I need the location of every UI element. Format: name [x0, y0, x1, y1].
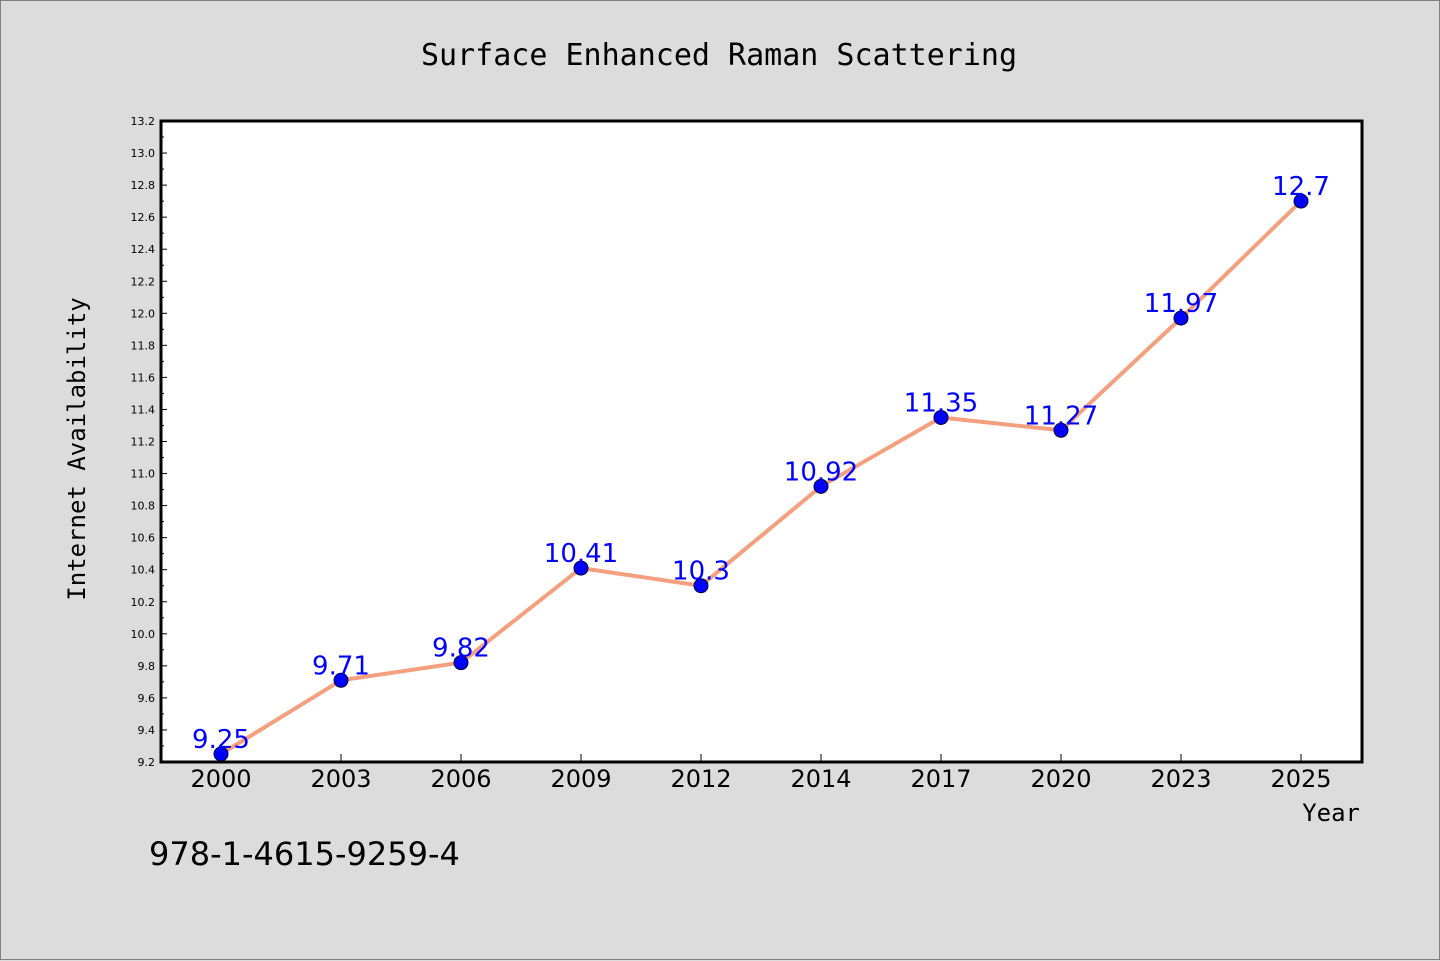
data-label: 9.82: [432, 634, 490, 664]
y-tick-label: 10.2: [131, 596, 156, 609]
y-tick-label: 10.0: [131, 628, 156, 641]
y-axis-ticks: 9.2 9.4 9.6 9.8 10.0 10.2 10.4 10.6 10.8 11.0 11.2…: [131, 115, 167, 769]
y-tick-label: 12.2: [131, 275, 156, 288]
data-point: [813, 478, 829, 494]
y-tick-label: 9.6: [138, 692, 156, 705]
data-point: [213, 746, 229, 762]
data-point: [1173, 310, 1189, 326]
y-tick-label: 12.0: [131, 307, 156, 320]
x-tick-label: 2014: [790, 765, 851, 793]
y-tick-label: 9.2: [138, 756, 156, 769]
data-label: 10.41: [544, 539, 618, 569]
x-tick-label: 2023: [1150, 765, 1211, 793]
series-polyline: [219, 199, 1303, 756]
y-tick-label: 11.6: [131, 371, 156, 384]
y-tick-label: 9.8: [138, 660, 156, 673]
y-tick-label: 9.4: [138, 724, 156, 737]
x-axis-ticks: 2000 2003 2006 2009 2012 2014 2017 2020 2023 2025: [190, 754, 1332, 793]
data-point: [573, 560, 589, 576]
x-tick-label: 2025: [1270, 765, 1331, 793]
isbn-caption: 978-1-4615-9259-4: [149, 835, 460, 873]
y-tick-label: 12.6: [131, 211, 156, 224]
x-tick-label: 2000: [190, 765, 251, 793]
chart-title: Surface Enhanced Raman Scattering: [421, 38, 1017, 73]
y-tick-label: 11.2: [131, 436, 156, 449]
y-tick-label: 12.4: [131, 243, 156, 256]
data-point: [453, 655, 469, 671]
y-tick-label: 11.0: [131, 468, 156, 481]
data-point: [333, 672, 349, 688]
y-tick-label: 10.8: [131, 500, 156, 513]
data-point: [933, 409, 949, 425]
y-tick-label: 13.0: [131, 147, 156, 160]
x-tick-label: 2020: [1030, 765, 1091, 793]
data-label: 11.97: [1144, 289, 1218, 319]
y-tick-label: 11.8: [131, 339, 156, 352]
data-labels: 9.25 9.71 9.82 10.41 10.3 10.92 11.35 11.27 11.9…: [192, 172, 1330, 755]
x-axis-label: Year: [1302, 799, 1360, 827]
data-label: 9.25: [192, 725, 250, 755]
plot-area: [159, 119, 1364, 764]
data-label: 12.7: [1272, 172, 1330, 202]
x-tick-label: 2017: [910, 765, 971, 793]
y-tick-label: 10.6: [131, 532, 156, 545]
data-point: [693, 578, 709, 594]
data-point: [1053, 422, 1069, 438]
y-tick-label: 10.4: [131, 564, 156, 577]
y-tick-label: 11.4: [131, 403, 156, 416]
data-label: 10.3: [672, 557, 730, 587]
series-line: [213, 193, 1309, 762]
x-tick-label: 2006: [430, 765, 491, 793]
data-label: 11.27: [1024, 401, 1098, 431]
data-label: 10.92: [784, 457, 858, 487]
y-axis-label: Internet Availability: [63, 297, 91, 600]
x-tick-label: 2009: [550, 765, 611, 793]
y-tick-label: 12.8: [131, 179, 156, 192]
data-point: [1293, 193, 1309, 209]
y-tick-label: 13.2: [131, 115, 156, 128]
data-label: 11.35: [904, 388, 978, 418]
x-tick-label: 2012: [670, 765, 731, 793]
x-tick-label: 2003: [310, 765, 371, 793]
data-label: 9.71: [312, 651, 370, 681]
